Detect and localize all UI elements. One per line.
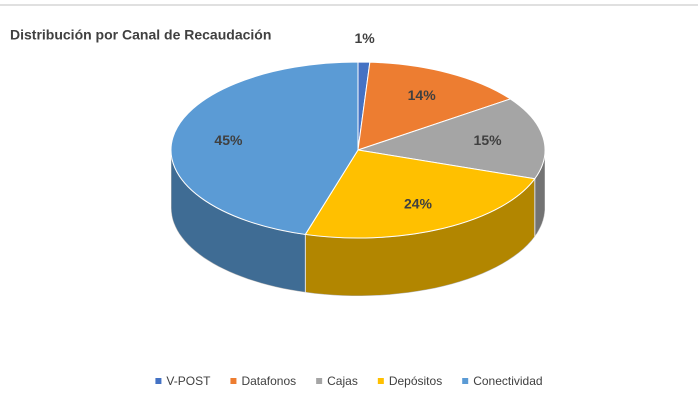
data-label: 24% [404, 195, 433, 211]
legend-label: Cajas [327, 374, 358, 388]
legend: V-POST Datafonos Cajas Depósitos Conectivida… [155, 374, 543, 388]
data-label: 45% [214, 132, 243, 148]
slice-side-shade [305, 178, 535, 296]
slice-side-shade [171, 150, 306, 293]
pie-slice [304, 149, 536, 239]
legend-swatch [377, 378, 384, 384]
data-label: 1% [355, 30, 376, 46]
legend-swatch [155, 378, 162, 384]
pie-slice [357, 98, 546, 180]
legend-label: V-POST [166, 374, 211, 388]
chart-title: Distribución por Canal de Recaudación [10, 27, 271, 43]
pie-slice [357, 61, 512, 151]
legend-label: Datafonos [241, 374, 296, 388]
legend-swatch [230, 378, 237, 384]
legend-swatch [462, 378, 469, 384]
data-label: 15% [474, 132, 503, 148]
slice-side-shade [534, 150, 545, 237]
data-label: 14% [408, 87, 437, 103]
legend-swatch [316, 378, 323, 384]
legend-label: Depósitos [389, 374, 442, 388]
pie-slice [170, 61, 359, 235]
legend-label: Conectividad [473, 374, 542, 388]
